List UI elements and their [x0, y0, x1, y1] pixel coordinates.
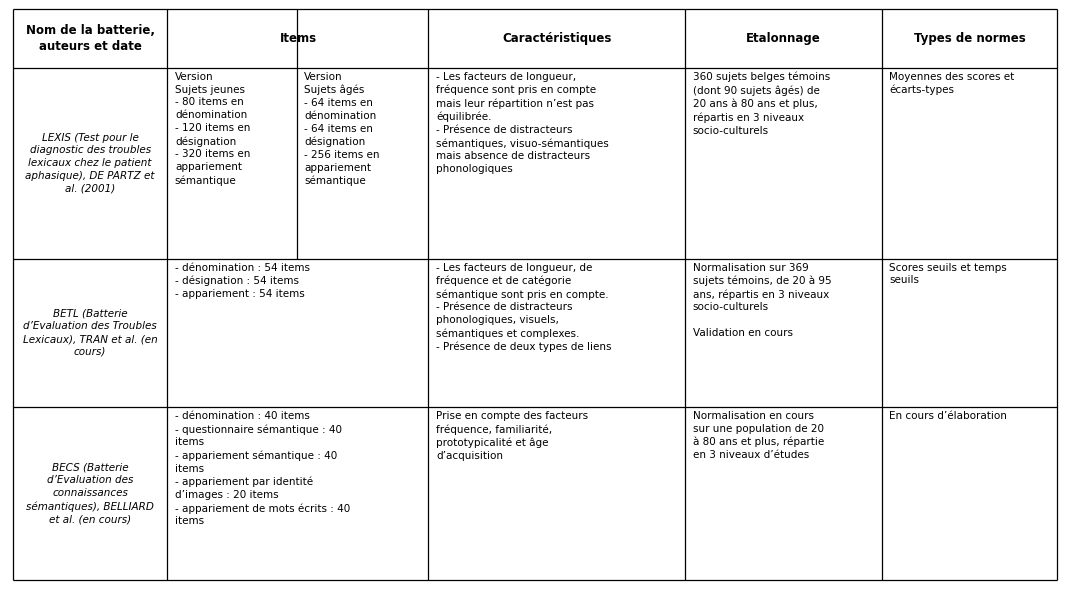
- Text: LEXIS (Test pour le
diagnostic des troubles
lexicaux chez le patient
aphasique),: LEXIS (Test pour le diagnostic des troub…: [26, 133, 155, 194]
- Text: - dénomination : 40 items
- questionnaire sémantique : 40
items
- appariement sé: - dénomination : 40 items - questionnair…: [174, 411, 350, 526]
- Text: - dénomination : 54 items
- désignation : 54 items
- appariement : 54 items: - dénomination : 54 items - désignation …: [174, 263, 310, 299]
- Text: Prise en compte des facteurs
fréquence, familiarité,
prototypicalité et âge
d’ac: Prise en compte des facteurs fréquence, …: [435, 411, 588, 461]
- Text: Types de normes: Types de normes: [914, 32, 1025, 45]
- Text: Normalisation sur 369
sujets témoins, de 20 à 95
ans, répartis en 3 niveaux
soci: Normalisation sur 369 sujets témoins, de…: [693, 263, 831, 338]
- Text: - Les facteurs de longueur, de
fréquence et de catégorie
sémantique sont pris en: - Les facteurs de longueur, de fréquence…: [435, 263, 611, 352]
- Text: En cours d’élaboration: En cours d’élaboration: [889, 411, 1007, 421]
- Text: Caractéristiques: Caractéristiques: [502, 32, 612, 45]
- Text: Scores seuils et temps
seuils: Scores seuils et temps seuils: [889, 263, 1007, 285]
- Text: Etalonnage: Etalonnage: [746, 32, 821, 45]
- Text: BETL (Batterie
d’Evaluation des Troubles
Lexicaux), TRAN et al. (en
cours): BETL (Batterie d’Evaluation des Troubles…: [22, 308, 157, 357]
- Text: 360 sujets belges témoins
(dont 90 sujets âgés) de
20 ans à 80 ans et plus,
répa: 360 sujets belges témoins (dont 90 sujet…: [693, 72, 830, 136]
- Text: Version
Sujets jeunes
- 80 items en
dénomination
- 120 items en
désignation
- 32: Version Sujets jeunes - 80 items en déno…: [174, 72, 250, 186]
- Text: Normalisation en cours
sur une population de 20
à 80 ans et plus, répartie
en 3 : Normalisation en cours sur une populatio…: [693, 411, 824, 461]
- Text: Nom de la batterie,
auteurs et date: Nom de la batterie, auteurs et date: [26, 24, 155, 53]
- Text: Moyennes des scores et
écarts-types: Moyennes des scores et écarts-types: [889, 72, 1014, 95]
- Text: BECS (Batterie
d’Evaluation des
connaissances
sémantiques), BELLIARD
et al. (en : BECS (Batterie d’Evaluation des connaiss…: [26, 463, 154, 525]
- Text: Items: Items: [279, 32, 317, 45]
- Text: Version
Sujets âgés
- 64 items en
dénomination
- 64 items en
désignation
- 256 i: Version Sujets âgés - 64 items en dénomi…: [304, 72, 380, 186]
- Text: - Les facteurs de longueur,
fréquence sont pris en compte
mais leur répartition : - Les facteurs de longueur, fréquence so…: [435, 72, 609, 174]
